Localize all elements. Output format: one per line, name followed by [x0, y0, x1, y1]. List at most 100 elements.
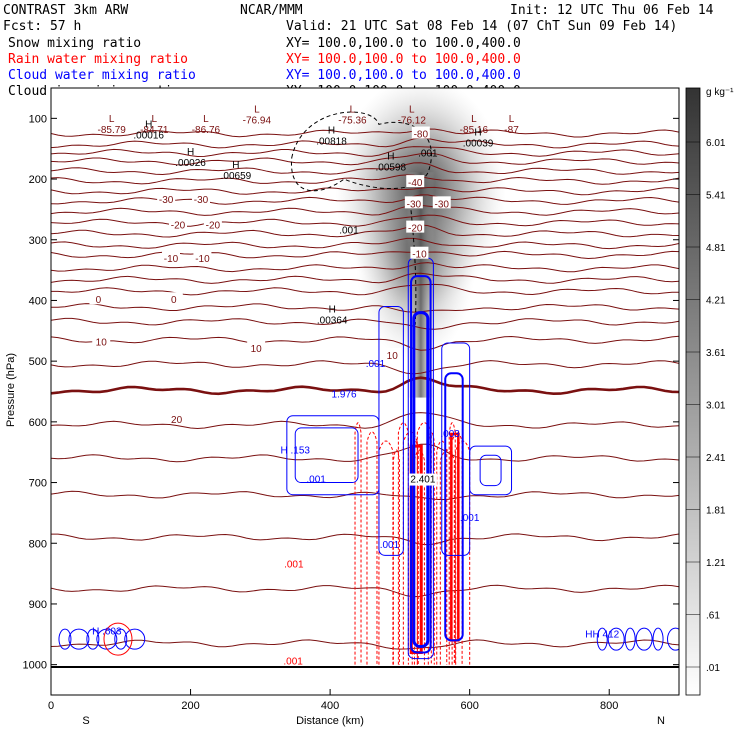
colorbar-tick-label: 6.01: [706, 138, 726, 149]
temperature-label-bg: [162, 250, 181, 263]
snow-extremum-value: .00039: [463, 138, 494, 149]
temperature-extremum-type: L: [409, 104, 415, 115]
snow-label: .001: [339, 226, 359, 237]
snow-extremum-value: .00818: [316, 137, 347, 148]
temperature-label: -20: [171, 221, 186, 232]
rain-label: 2.401: [410, 475, 435, 486]
contour-labels: -80 -40 -30 -30 -30 -30 -20 -20 -20 -10 -10 -10 0 0 10…: [89, 104, 620, 668]
temperature-contour: [51, 250, 679, 260]
temperature-label: 10: [387, 351, 399, 362]
temperature-label-bg: [203, 217, 222, 230]
temperature-contour: [51, 224, 679, 238]
temperature-label-bg: [432, 196, 451, 209]
temperature-extremum-value: -85.16: [460, 125, 489, 136]
temperature-contour: [51, 204, 679, 216]
temperature-label-bg: [92, 334, 111, 347]
cloud-water-label: H .153: [280, 445, 310, 456]
cloud-water-contour: [635, 627, 653, 651]
temperature-extremum-value: -85.79: [98, 125, 127, 136]
colorbar: [685, 87, 701, 696]
snow-extremum-type: H: [387, 152, 394, 163]
valid-time: Valid: 21 UTC Sat 08 Feb 14 (07 ChT Sun …: [286, 19, 677, 34]
y-tick-label: 100: [29, 113, 47, 125]
y-tick-label: 800: [29, 538, 47, 550]
colorbar-tick-label: 4.21: [706, 296, 726, 307]
temperature-label: -10: [195, 254, 210, 265]
temperature-contour: [51, 490, 679, 501]
temperature-label-bg: [404, 196, 423, 209]
y-tick-label: 400: [29, 295, 47, 307]
y-tick-label: 200: [29, 174, 47, 186]
temperature-contour: [51, 162, 679, 176]
field-xy-cloudwater: XY= 100.0,100.0 to 100.0,400.0: [286, 68, 521, 83]
x-tick-label: 0: [48, 700, 54, 712]
x-tick-label: 800: [600, 700, 618, 712]
temperature-label-bg: [164, 292, 183, 305]
temperature-contour: [51, 174, 679, 185]
cloud-water-label: HH 412: [585, 629, 619, 640]
cloud-water-contour: [596, 627, 608, 651]
temperature-extremum-type: L: [471, 114, 477, 125]
cloud-water-label: H .603: [92, 626, 122, 637]
rain-contour: [366, 431, 378, 665]
snow-contour: [291, 111, 432, 192]
rain-label: .001: [283, 657, 303, 668]
colorbar-tick-label: 2.41: [706, 453, 726, 464]
snow-contours: [291, 111, 432, 325]
temperature-extremum-type: L: [151, 114, 157, 125]
temperature-label-bg: [167, 411, 186, 424]
cloud-water-contour: [68, 628, 90, 650]
snow-extremum-type: H: [474, 127, 481, 138]
init-time: Init: 12 UTC Thu 06 Feb 14: [510, 3, 714, 18]
temperature-contour: [51, 533, 679, 546]
temperature-extremum-value: -87: [504, 125, 519, 136]
temperature-label-bg: [247, 340, 266, 353]
temperature-label-bg: [411, 126, 430, 139]
temperature-extremum-value: -84.71: [140, 125, 169, 136]
field-xy-rain: XY= 100.0,100.0 to 100.0,400.0: [286, 52, 521, 67]
x-tick-label: 200: [181, 700, 199, 712]
temperature-label: -30: [407, 199, 422, 210]
snow-extremum-value: .00598: [376, 163, 407, 174]
snow-extremum-type: H: [232, 160, 239, 171]
temperature-contour: [51, 137, 679, 149]
temperature-label: 10: [251, 344, 263, 355]
temperature-label: -40: [408, 178, 423, 189]
temperature-contour: [51, 412, 679, 430]
snow-contour: [409, 203, 417, 325]
snow-extremum-value: .00026: [175, 158, 206, 169]
cloud-water-contour: [607, 627, 625, 651]
temperature-extremum-type: L: [509, 114, 515, 125]
temperature-contour: [51, 443, 679, 463]
temperature-extremum-type: L: [203, 114, 209, 125]
y-tick-label: 900: [29, 599, 47, 611]
y-tick-label: 600: [29, 417, 47, 429]
temperature-label: -30: [435, 199, 450, 210]
temperature-label-bg: [168, 217, 187, 230]
rain-contour: [378, 440, 394, 665]
temperature-label: 0: [171, 295, 177, 306]
rain-contour: [392, 449, 400, 665]
cloud-water-label: .001: [366, 359, 386, 370]
colorbar-ticks: 6.01 5.41 4.81 4.21 3.61 3.01 2.41 1.81 1.21 .61.…: [686, 138, 726, 674]
rain-contour: [354, 422, 362, 665]
temperature-label-bg: [410, 246, 429, 259]
temperature-contour: [51, 146, 679, 158]
field-name-rain: Rain water mixing ratio: [8, 52, 188, 67]
direction-start: S: [82, 715, 89, 727]
y-tick-label: 1000: [23, 660, 47, 672]
x-axis-title: Distance (km): [296, 715, 364, 727]
temperature-contour: [51, 128, 679, 138]
y-tick-label: 300: [29, 235, 47, 247]
snow-extremum-type: H: [187, 147, 194, 158]
direction-end: N: [657, 715, 665, 727]
cloud-water-contour: [103, 622, 133, 656]
temperature-extremum-value: -86.76: [192, 125, 221, 136]
temperature-label-bg: [157, 192, 176, 205]
colorbar-unit: g kg⁻¹: [706, 87, 734, 98]
colorbar-tick-label: .01: [706, 663, 720, 674]
y-tick-label: 500: [29, 356, 47, 368]
colorbar-tick-label: 1.21: [706, 558, 726, 569]
cloud-water-contour: [441, 342, 471, 556]
